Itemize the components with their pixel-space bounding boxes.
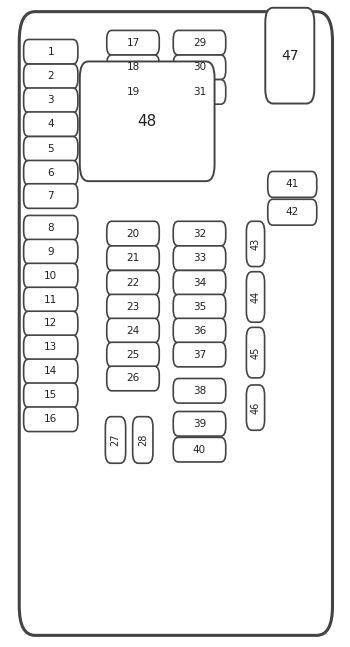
Text: 9: 9 — [48, 247, 54, 257]
Text: 5: 5 — [48, 144, 54, 154]
FancyBboxPatch shape — [23, 287, 78, 312]
Text: 27: 27 — [111, 433, 120, 446]
FancyBboxPatch shape — [173, 80, 226, 104]
FancyBboxPatch shape — [107, 30, 159, 55]
Text: 44: 44 — [251, 291, 260, 303]
FancyBboxPatch shape — [107, 270, 159, 295]
FancyBboxPatch shape — [107, 246, 159, 270]
Text: 46: 46 — [251, 402, 260, 413]
Text: 21: 21 — [126, 253, 140, 263]
FancyBboxPatch shape — [23, 184, 78, 208]
FancyBboxPatch shape — [265, 8, 314, 104]
Text: 47: 47 — [281, 49, 299, 63]
Text: 34: 34 — [193, 278, 206, 288]
FancyBboxPatch shape — [23, 160, 78, 185]
FancyBboxPatch shape — [173, 294, 226, 319]
FancyBboxPatch shape — [246, 385, 265, 430]
FancyBboxPatch shape — [80, 61, 215, 181]
Text: 41: 41 — [286, 179, 299, 190]
Text: 4: 4 — [48, 119, 54, 129]
FancyBboxPatch shape — [23, 335, 78, 360]
Text: 31: 31 — [193, 87, 206, 97]
Text: 12: 12 — [44, 318, 57, 329]
Text: 15: 15 — [44, 390, 57, 400]
Text: 43: 43 — [251, 238, 260, 250]
FancyBboxPatch shape — [23, 112, 78, 137]
Text: 37: 37 — [193, 349, 206, 360]
FancyBboxPatch shape — [107, 55, 159, 80]
Text: 18: 18 — [126, 62, 140, 72]
FancyBboxPatch shape — [23, 263, 78, 288]
Text: 14: 14 — [44, 366, 57, 377]
Text: 7: 7 — [48, 191, 54, 201]
Text: 35: 35 — [193, 302, 206, 312]
Text: 10: 10 — [44, 270, 57, 281]
Text: 39: 39 — [193, 419, 206, 429]
Text: 28: 28 — [138, 433, 148, 446]
FancyBboxPatch shape — [107, 221, 159, 246]
Text: 32: 32 — [193, 228, 206, 239]
Text: 20: 20 — [126, 228, 140, 239]
Text: 19: 19 — [126, 87, 140, 97]
FancyBboxPatch shape — [107, 342, 159, 367]
FancyBboxPatch shape — [173, 30, 226, 55]
Text: 24: 24 — [126, 325, 140, 336]
Text: 16: 16 — [44, 414, 57, 424]
FancyBboxPatch shape — [107, 80, 159, 104]
FancyBboxPatch shape — [173, 246, 226, 270]
Text: 30: 30 — [193, 62, 206, 72]
FancyBboxPatch shape — [246, 221, 265, 267]
Text: 22: 22 — [126, 278, 140, 288]
FancyBboxPatch shape — [23, 39, 78, 64]
FancyBboxPatch shape — [107, 366, 159, 391]
FancyBboxPatch shape — [173, 342, 226, 367]
FancyBboxPatch shape — [23, 137, 78, 161]
FancyBboxPatch shape — [246, 272, 265, 322]
Text: 33: 33 — [193, 253, 206, 263]
FancyBboxPatch shape — [107, 294, 159, 319]
FancyBboxPatch shape — [19, 12, 332, 635]
FancyBboxPatch shape — [268, 171, 317, 197]
FancyBboxPatch shape — [173, 318, 226, 343]
Text: 1: 1 — [48, 47, 54, 57]
FancyBboxPatch shape — [173, 55, 226, 80]
Text: 3: 3 — [48, 95, 54, 105]
FancyBboxPatch shape — [173, 270, 226, 295]
Text: 45: 45 — [251, 346, 260, 359]
FancyBboxPatch shape — [23, 311, 78, 336]
FancyBboxPatch shape — [23, 64, 78, 89]
FancyBboxPatch shape — [246, 327, 265, 378]
Text: 48: 48 — [138, 114, 157, 129]
Text: 2: 2 — [48, 71, 54, 82]
FancyBboxPatch shape — [23, 239, 78, 264]
FancyBboxPatch shape — [23, 215, 78, 240]
FancyBboxPatch shape — [23, 407, 78, 432]
FancyBboxPatch shape — [173, 221, 226, 246]
Text: 36: 36 — [193, 325, 206, 336]
FancyBboxPatch shape — [268, 199, 317, 225]
FancyBboxPatch shape — [133, 417, 153, 463]
Text: 17: 17 — [126, 38, 140, 48]
FancyBboxPatch shape — [107, 318, 159, 343]
FancyBboxPatch shape — [23, 383, 78, 408]
Text: 25: 25 — [126, 349, 140, 360]
FancyBboxPatch shape — [23, 88, 78, 113]
Text: 29: 29 — [193, 38, 206, 48]
Text: 23: 23 — [126, 302, 140, 312]
Text: 6: 6 — [48, 168, 54, 178]
FancyBboxPatch shape — [105, 417, 126, 463]
Text: 38: 38 — [193, 386, 206, 396]
Text: 8: 8 — [48, 223, 54, 233]
Text: 11: 11 — [44, 294, 57, 305]
Text: 40: 40 — [193, 444, 206, 455]
FancyBboxPatch shape — [173, 378, 226, 403]
Text: 13: 13 — [44, 342, 57, 353]
Text: 42: 42 — [286, 207, 299, 217]
FancyBboxPatch shape — [173, 411, 226, 436]
Text: 26: 26 — [126, 373, 140, 384]
FancyBboxPatch shape — [173, 437, 226, 462]
FancyBboxPatch shape — [23, 359, 78, 384]
